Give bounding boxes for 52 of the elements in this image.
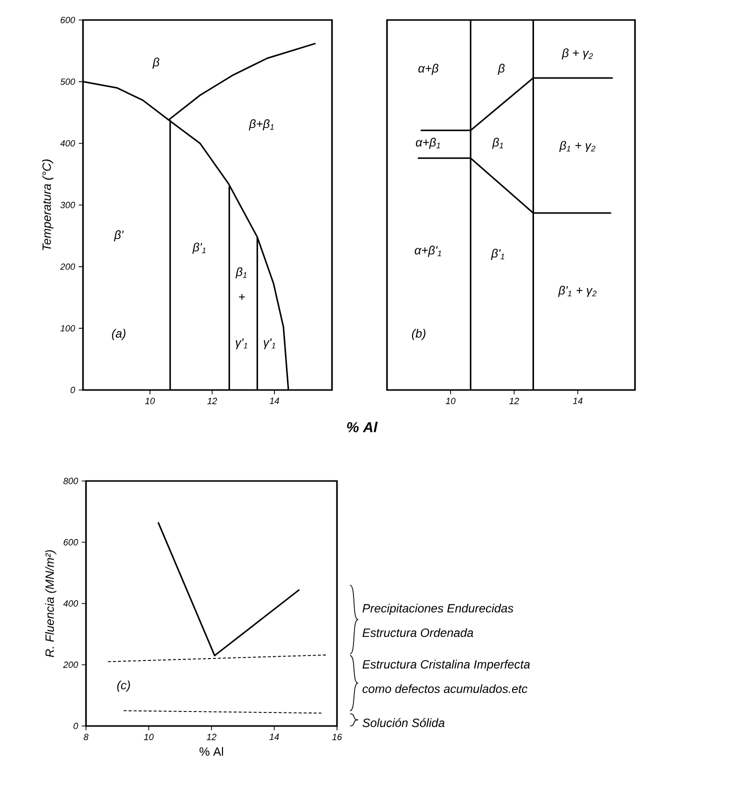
text: Precipitaciones Endurecidas [362,604,514,615]
y-axis-title: R. Fluencia (MN/m²) [45,550,56,658]
annotation: β'$_{1}$ [490,248,504,260]
x-tick-label: 10 [145,398,155,404]
x-tick-label: 16 [332,734,342,740]
y-tick-label: 500 [60,78,76,85]
annotation: γ'$_{1}$ [264,338,276,350]
annotation: (a) [112,328,126,340]
x-tick-label: 10 [446,398,456,404]
y-tick-label: 200 [60,263,76,270]
y-tick-label: 400 [60,140,76,147]
annotation: β + γ$_{2}$ [562,48,593,60]
x-axis-title: % Al [347,422,378,432]
annotation: α+β [418,64,438,75]
annotation: α+β$_{1}$ [416,138,440,149]
x-tick-label: 12 [207,398,218,404]
x-tick-label: 12 [509,398,520,404]
annotation: β'$_{1}$ + γ$_{2}$ [558,286,596,297]
y-tick-label: 800 [63,478,78,484]
annotation: (c) [117,680,130,692]
y-tick-label: 600 [64,539,78,546]
annotation: β [498,64,505,75]
y-tick-label: 200 [63,662,78,668]
annotation: β$_{1}$ [236,267,246,278]
annotation: β$_{1}$ [492,138,504,149]
x-axis-title: % Al [200,747,224,756]
x-tick-label: 14 [270,398,280,404]
annotation: + [239,294,245,300]
x-tick-label: 14 [572,398,582,404]
text: Estructura Ordenada [362,628,474,638]
x-tick-label: 14 [269,734,279,740]
text: como defectos acumulados.etc [362,684,528,694]
annotation: (b) [412,328,426,340]
text: Solución Sólida [362,718,444,728]
text: Estructura Cristalina Imperfecta [362,660,530,671]
y-tick-label: 400 [63,600,78,607]
annotation: β+β$_{1}$ [248,119,274,130]
y-tick-label: 0 [74,722,78,730]
annotation: β'$_{1}$ [192,242,206,254]
y-tick-label: 600 [60,16,76,24]
x-tick-label: 8 [84,734,88,740]
annotation: β$_{1}$ + γ$_{2}$ [559,140,596,152]
x-tick-label: 12 [206,734,216,740]
y-tick-label: 300 [60,202,76,208]
x-tick-label: 10 [144,734,154,740]
annotation: γ'$_{1}$ [236,338,248,350]
y-axis-title: Temperatura (°C) [42,160,54,250]
y-tick-label: 0 [70,386,76,394]
annotation: β' [114,230,124,242]
y-tick-label: 100 [60,325,76,332]
annotation: α+β'$_{1}$ [414,246,442,257]
annotation: β [152,58,160,69]
